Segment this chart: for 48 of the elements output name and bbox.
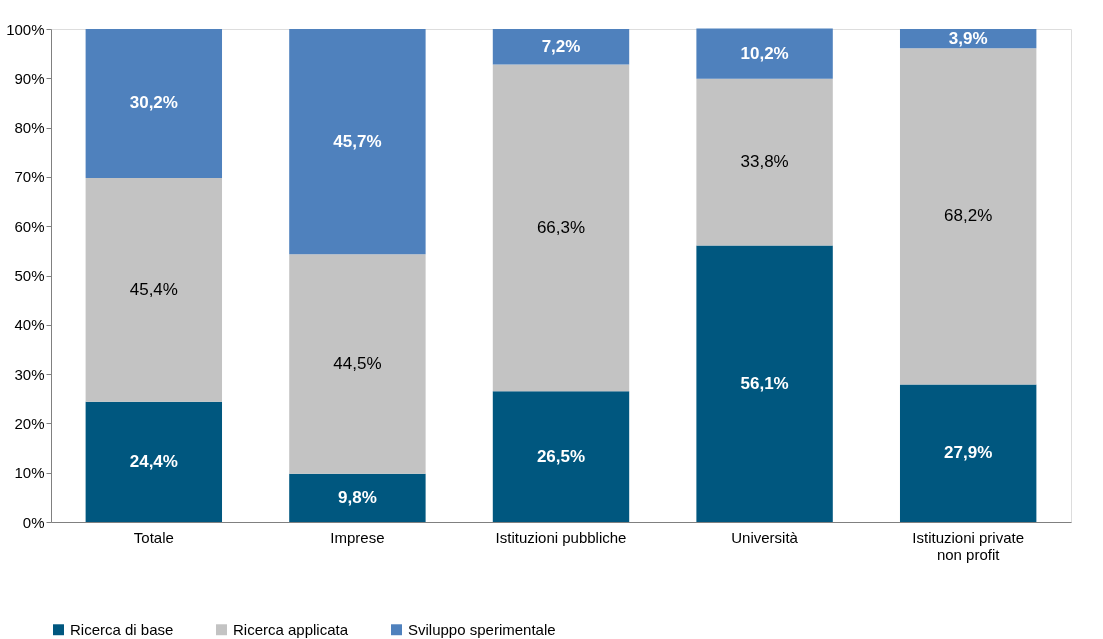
bar (696, 78, 833, 246)
y-tick-label: 40% (14, 316, 45, 334)
data-label: 66,3% (536, 217, 586, 237)
y-tick-label: 50% (14, 267, 45, 284)
data-label: 27,9% (944, 443, 993, 463)
data-label: 26,5% (536, 446, 586, 466)
legend-label: Sviluppo sperimentale (408, 620, 556, 638)
bar (289, 29, 426, 255)
data-label: 68,2% (944, 206, 993, 226)
bar (899, 48, 1037, 385)
bar (696, 245, 833, 522)
legend-label: Ricerca di base (70, 620, 174, 638)
data-label: 30,2% (129, 93, 178, 113)
y-tick-label: 70% (14, 168, 45, 186)
data-label: 3,9% (948, 28, 988, 48)
bar (85, 401, 223, 522)
y-tick-label: 80% (14, 119, 45, 137)
x-tick-label: Totale (133, 528, 174, 546)
data-label: 9,8% (338, 487, 377, 507)
bar (85, 177, 223, 402)
y-tick-label: 0% (22, 513, 45, 531)
data-label: 7,2% (541, 36, 581, 56)
y-tick-label: 30% (14, 365, 45, 383)
x-tick-label: Università (731, 528, 799, 546)
bar (289, 254, 426, 474)
data-label: 33,8% (740, 152, 789, 172)
y-tick-label: 60% (14, 217, 45, 235)
x-tick-label: Istituzioni pubbliche (495, 528, 627, 546)
y-tick-label: 90% (14, 69, 45, 87)
legend-label: Ricerca applicata (233, 620, 349, 638)
bar (492, 391, 630, 522)
data-label: 56,1% (740, 373, 789, 393)
data-label: 10,2% (740, 43, 789, 63)
bar (85, 29, 223, 178)
y-tick-label: 10% (14, 464, 45, 482)
bar (289, 473, 426, 522)
data-label: 45,4% (129, 279, 178, 299)
data-label: 24,4% (129, 451, 178, 471)
x-tick-label: Imprese (330, 528, 385, 546)
bar (696, 28, 833, 79)
data-label: 44,5% (333, 353, 382, 373)
y-tick-label: 100% (6, 20, 45, 38)
bar (492, 64, 630, 392)
bar (492, 29, 630, 65)
x-tick-label: Istituzioni private non profit (912, 528, 1025, 563)
bar (899, 384, 1037, 522)
data-label: 45,7% (333, 131, 382, 151)
y-tick-label: 20% (14, 414, 45, 432)
